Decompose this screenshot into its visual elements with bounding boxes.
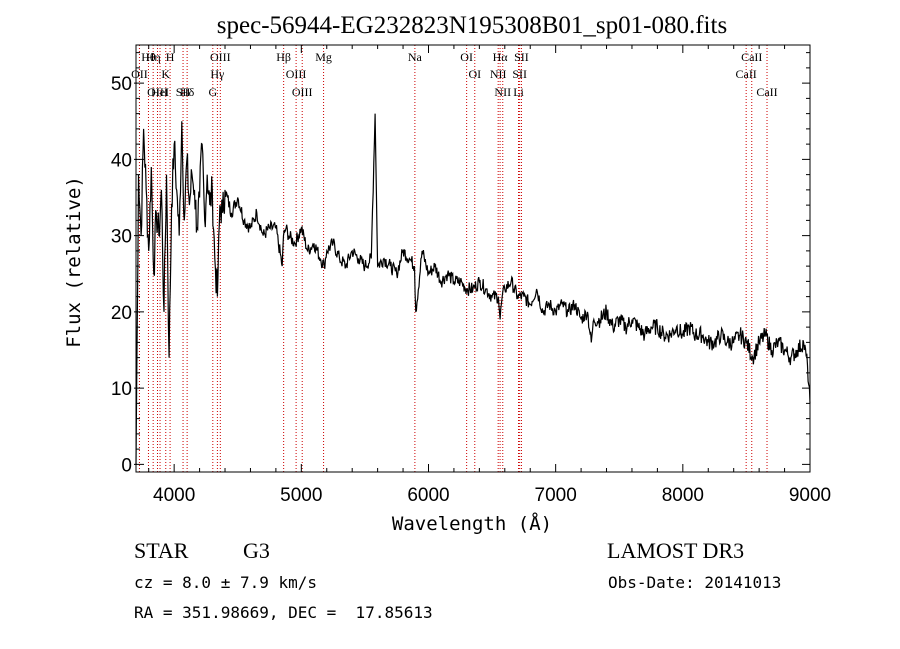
x-tick-label: 7000 [535,485,577,506]
line-marker-label: G [208,85,217,99]
y-axis-label: Flux (relative) [63,176,85,348]
line-marker-label: Hγ [210,67,225,81]
y-tick-label: 20 [111,303,132,324]
line-marker-label: OIII [147,85,168,99]
x-tick-label: 9000 [789,485,831,506]
x-tick-label: 6000 [407,485,449,506]
line-marker-label: Hδ [180,85,195,99]
plot-frame [135,44,811,473]
line-marker-label: Li [513,85,524,99]
y-tick-label: 0 [121,455,132,476]
line-marker-label: NII [490,67,507,81]
object-class: STAR [134,538,189,563]
line-marker-label: Hα [493,50,509,64]
line-marker-label: SII [176,85,191,99]
obs-date: Obs-Date: 20141013 [608,573,782,592]
line-marker-label: CaII [756,85,777,99]
chart-title: spec-56944-EG232823N195308B01_sp01-080.f… [217,12,727,39]
line-marker-label: H [166,50,175,64]
line-marker-label: NII [494,85,511,99]
spectral-subclass: G3 [243,538,270,563]
line-markers [138,45,768,472]
line-marker-label: Na [408,50,423,64]
line-marker-label: HeI [151,85,169,99]
line-marker-label: Hθ [141,50,156,64]
line-marker-label: CaII [735,67,756,81]
line-marker-labels: HθOIIOIIIHηKHeIHSIIHδOIIIHγGHβOIIIOIIIMg… [131,50,778,99]
y-tick-label: 40 [111,150,132,171]
line-marker-label: Hβ [276,50,291,64]
redshift-info: cz = 8.0 ± 7.9 km/s [134,573,318,592]
x-tick-label: 4000 [153,485,195,506]
x-axis-ticks: 4000 5000 6000 7000 8000 9000 [148,45,831,506]
spectrum-line [135,113,811,465]
line-marker-label: K [161,67,170,81]
line-marker-label: OII [131,67,148,81]
line-marker-label: OIII [286,67,307,81]
y-tick-label: 30 [111,227,132,248]
line-marker-label: OIII [292,85,313,99]
line-marker-label: OIII [210,50,231,64]
line-marker-label: Mg [315,50,332,64]
line-marker-label: SII [514,50,529,64]
x-tick-label: 5000 [280,485,322,506]
line-marker-label: CaII [741,50,762,64]
line-marker-label: Hη [146,50,161,64]
line-marker-label: OI [460,50,473,64]
x-tick-label: 8000 [662,485,704,506]
y-tick-label: 50 [111,74,132,95]
survey-name: LAMOST DR3 [607,538,745,563]
line-marker-label: SII [512,67,527,81]
y-tick-label: 10 [111,379,132,400]
coordinates: RA = 351.98669, DEC = 17.85613 [134,603,433,622]
x-axis-label: Wavelength (Å) [392,512,552,535]
line-marker-label: OI [468,67,481,81]
y-axis-ticks: 0 10 20 30 40 50 [111,52,810,476]
